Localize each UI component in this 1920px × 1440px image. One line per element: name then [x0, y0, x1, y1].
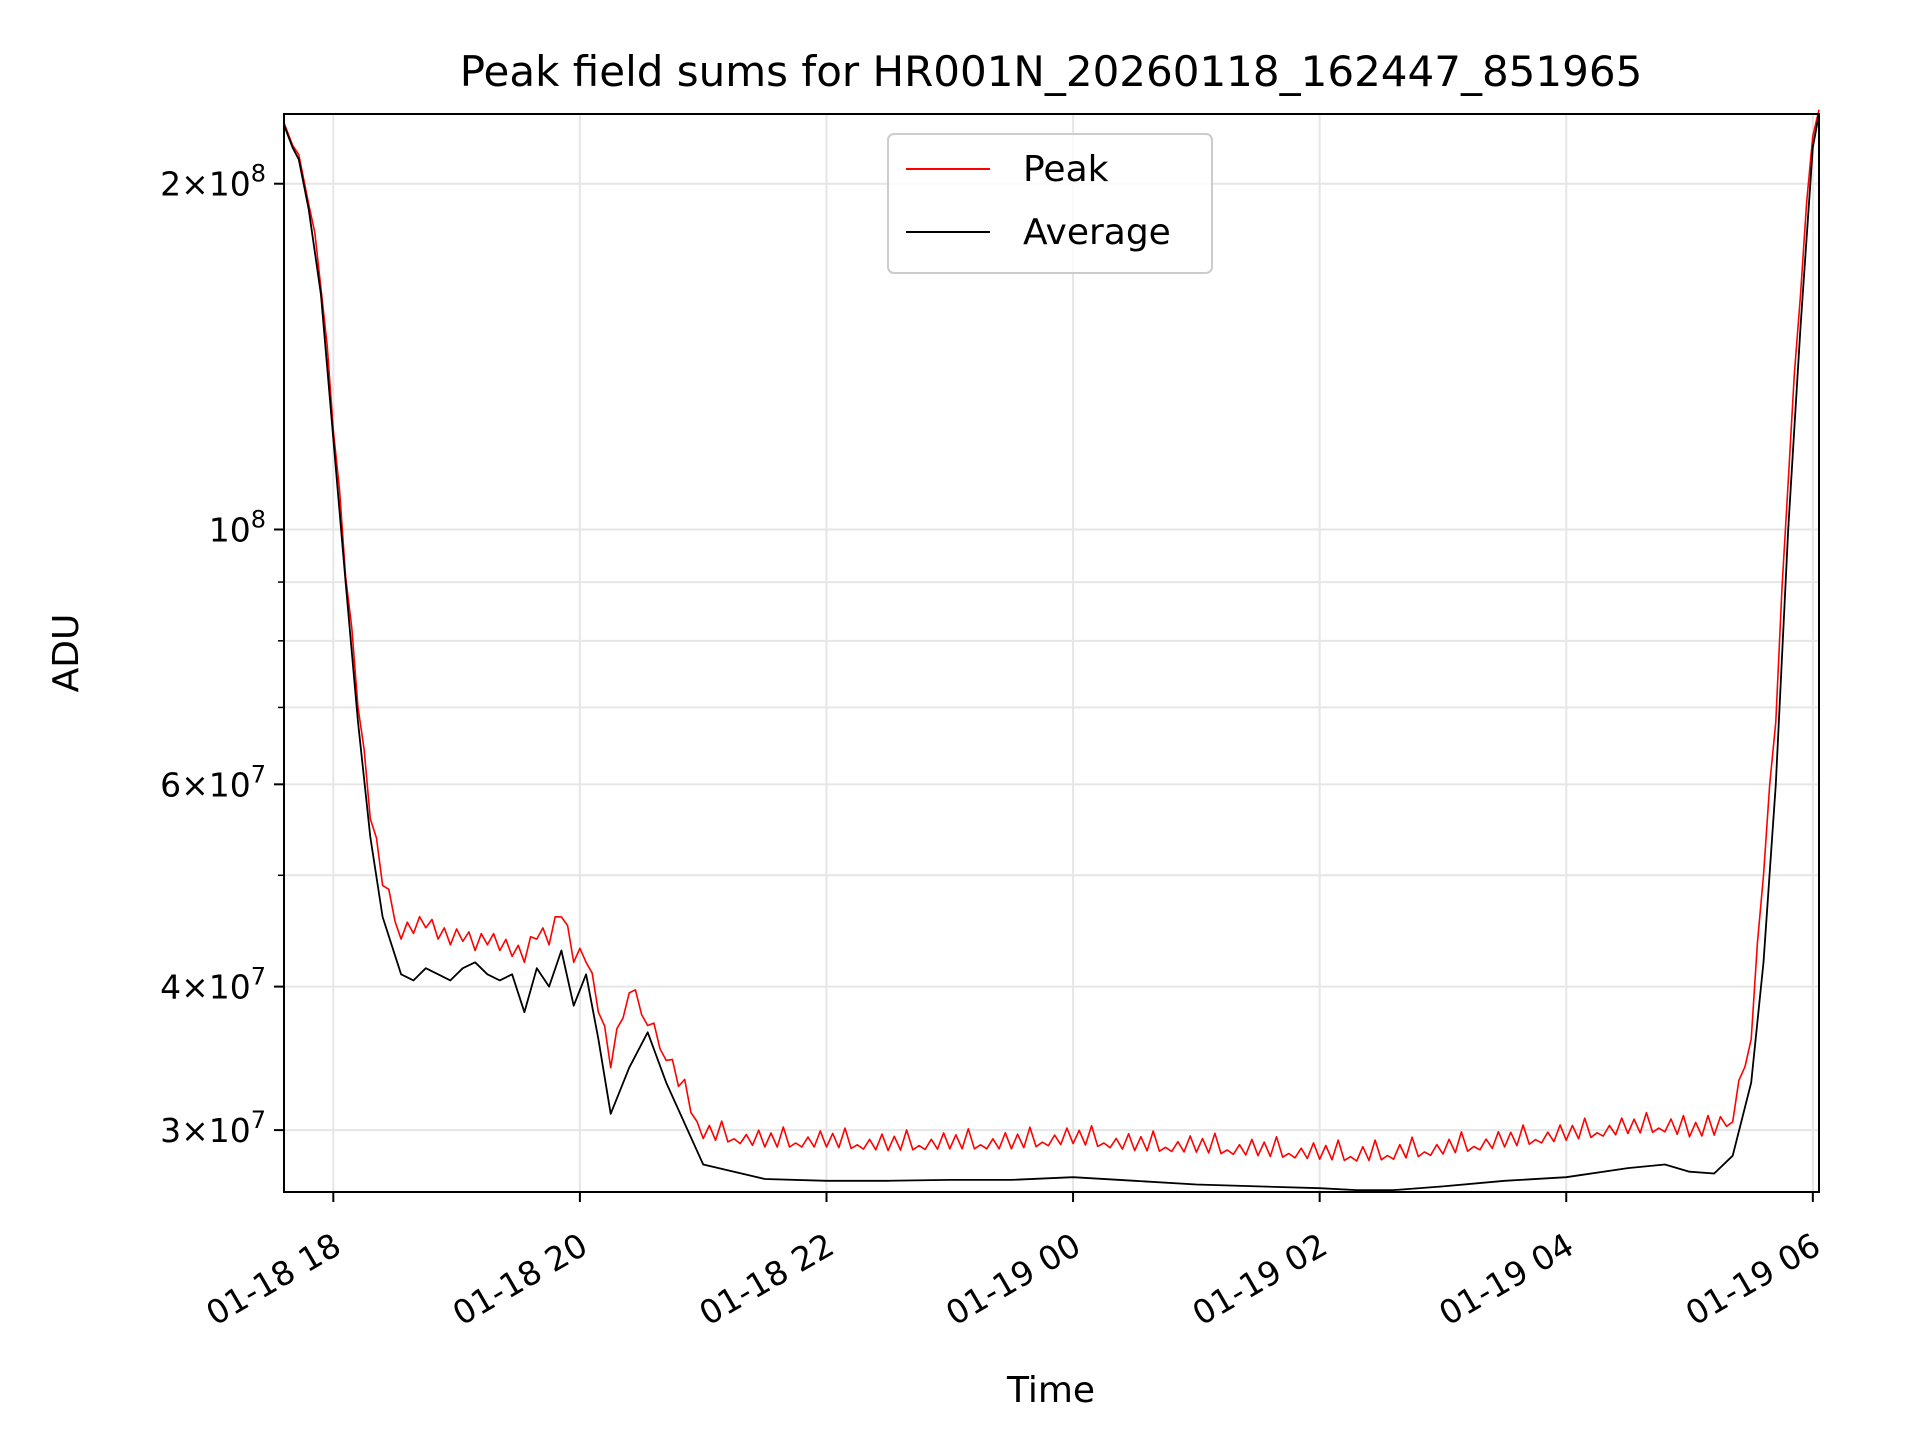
x-axis-label: Time — [1006, 1370, 1095, 1411]
y-tick-label: 4×107 — [160, 963, 266, 1007]
legend: Peak Average — [887, 133, 1213, 274]
series-layer — [283, 109, 1820, 1191]
plot-frame — [283, 113, 1820, 1193]
y-tick-label: 2×108 — [160, 160, 266, 204]
chart-title: Peak field sums for HR001N_20260118_1624… — [460, 47, 1643, 96]
series-line-peak — [283, 109, 1820, 1162]
y-tick-label: 6×107 — [160, 760, 266, 804]
series-line-average — [283, 113, 1820, 1191]
y-tick-label: 3×107 — [160, 1106, 266, 1150]
y-axis-label: ADU — [46, 614, 87, 693]
legend-label-average: Average — [1023, 212, 1171, 253]
legend-label-peak: Peak — [1023, 149, 1109, 190]
grid — [284, 114, 1819, 1192]
y-tick-label: 108 — [209, 506, 266, 550]
